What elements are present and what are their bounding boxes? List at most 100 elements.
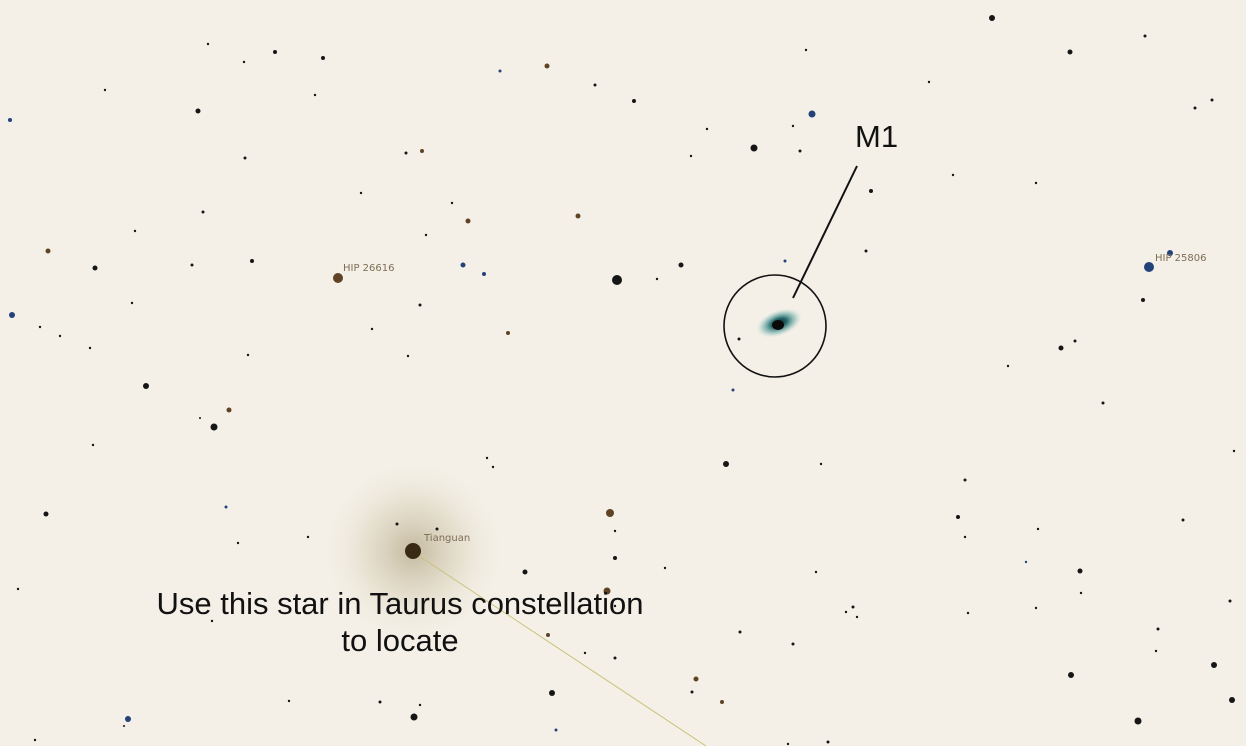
star	[632, 99, 636, 103]
star	[956, 515, 960, 519]
star	[844, 610, 848, 614]
star	[575, 213, 581, 219]
star	[210, 619, 214, 623]
star	[88, 346, 92, 350]
star	[103, 88, 107, 92]
star	[613, 529, 617, 533]
star	[460, 262, 466, 268]
star	[404, 151, 408, 155]
star	[1067, 49, 1073, 55]
star	[58, 334, 62, 338]
star	[435, 527, 439, 531]
star	[808, 110, 816, 118]
star	[273, 50, 277, 54]
star	[1156, 627, 1160, 631]
star	[613, 604, 617, 608]
star	[359, 191, 363, 195]
star	[554, 728, 558, 732]
m1-pointer	[792, 165, 858, 299]
star	[313, 93, 317, 97]
star	[851, 605, 855, 609]
star	[1211, 662, 1217, 668]
star	[287, 699, 291, 703]
star	[583, 651, 587, 655]
m1-circle	[723, 274, 827, 378]
star	[546, 633, 550, 637]
star	[783, 259, 787, 263]
star	[927, 80, 931, 84]
star	[410, 713, 418, 721]
star	[485, 456, 489, 460]
star	[1181, 518, 1185, 522]
star	[1144, 262, 1154, 272]
star	[1073, 339, 1077, 343]
star	[522, 569, 528, 575]
star	[1006, 364, 1010, 368]
star	[333, 273, 343, 283]
star	[418, 703, 422, 707]
star	[705, 127, 709, 131]
star	[321, 56, 325, 60]
star	[720, 700, 724, 704]
star	[242, 60, 246, 64]
star	[750, 144, 758, 152]
star	[195, 108, 201, 114]
star	[989, 15, 995, 21]
pointer-line	[418, 555, 707, 746]
star	[869, 189, 873, 193]
star	[395, 522, 399, 526]
star	[819, 462, 823, 466]
star	[737, 337, 741, 341]
annotation-line: Use this star in Taurus constellation	[156, 586, 643, 621]
star	[791, 642, 795, 646]
star	[250, 259, 254, 263]
star	[226, 407, 232, 413]
star	[378, 700, 382, 704]
star	[1058, 345, 1064, 351]
star-label: HIP 25806	[1155, 253, 1207, 264]
star	[689, 154, 693, 158]
star-label: HIP 26616	[343, 263, 395, 274]
star	[210, 423, 218, 431]
star	[43, 511, 49, 517]
star	[406, 354, 410, 358]
star	[45, 248, 51, 254]
star	[814, 570, 818, 574]
star	[1167, 250, 1173, 256]
star	[125, 716, 131, 722]
star	[613, 656, 617, 660]
m1-label: M1	[855, 119, 898, 154]
star	[678, 262, 684, 268]
star	[1101, 401, 1105, 405]
star	[243, 156, 247, 160]
star	[8, 118, 12, 122]
star-label: Tianguan	[423, 533, 470, 544]
star	[864, 249, 868, 253]
star	[450, 201, 454, 205]
star	[224, 505, 228, 509]
star	[506, 331, 510, 335]
star	[612, 275, 622, 285]
star	[1229, 697, 1235, 703]
tianguan-star	[405, 543, 421, 559]
star	[1079, 591, 1083, 595]
star	[418, 303, 422, 307]
star	[606, 509, 614, 517]
star	[236, 541, 240, 545]
star	[133, 229, 137, 233]
star	[143, 383, 149, 389]
star	[33, 738, 37, 742]
star	[1210, 98, 1214, 102]
stars	[8, 15, 1236, 746]
star	[92, 265, 98, 271]
m1-core	[772, 320, 784, 330]
star	[1034, 181, 1038, 185]
star	[130, 301, 134, 305]
star	[798, 149, 802, 153]
star	[246, 353, 250, 357]
star	[1141, 298, 1145, 302]
star	[306, 535, 310, 539]
